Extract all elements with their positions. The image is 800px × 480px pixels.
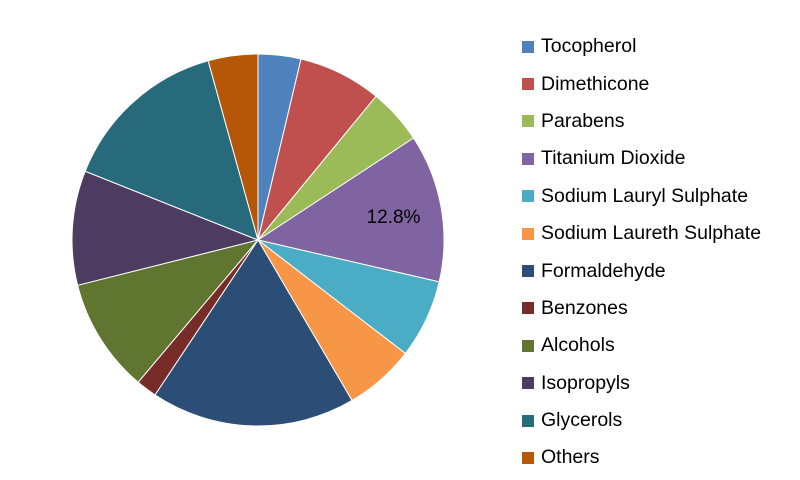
legend-swatch	[522, 115, 534, 128]
legend-item-glycerols: Glycerols	[522, 402, 761, 439]
legend-item-dimethicone: Dimethicone	[522, 65, 761, 102]
legend-swatch	[522, 227, 534, 240]
legend-label: Isopropyls	[541, 371, 630, 394]
legend-label: Formaldehyde	[541, 259, 666, 282]
legend-item-parabens: Parabens	[522, 103, 761, 140]
legend-label: Benzones	[541, 296, 628, 319]
legend-swatch	[522, 377, 534, 390]
legend-label: Sodium Laureth Sulphate	[541, 222, 762, 245]
legend-label: Others	[541, 446, 600, 469]
pie-slices	[71, 53, 445, 427]
legend-label: Tocopherol	[541, 35, 637, 58]
legend-label: Sodium Lauryl Sulphate	[541, 184, 749, 207]
pie-slice-isopropyls	[71, 170, 260, 286]
legend-item-alcohols: Alcohols	[522, 327, 761, 364]
pie-slice-glycerols	[84, 60, 259, 241]
legend-swatch	[522, 152, 534, 165]
legend-swatch	[522, 339, 534, 352]
legend-swatch	[522, 414, 534, 427]
legend-label: Dimethicone	[541, 72, 650, 95]
legend-label: Alcohols	[541, 334, 615, 357]
legend-swatch	[522, 78, 534, 91]
pie-slice-alcohols	[76, 239, 260, 383]
legend-item-benzones: Benzones	[522, 290, 761, 327]
pie-data-labels: 12.8%	[367, 207, 421, 228]
data-label-titanium-dioxide: 12.8%	[367, 207, 421, 228]
pie-slice-others	[207, 53, 259, 241]
legend-swatch	[522, 451, 534, 464]
legend-item-formaldehyde: Formaldehyde	[522, 252, 761, 289]
pie-slice-formaldehyde	[154, 239, 353, 427]
legend-label: Glycerols	[541, 409, 623, 432]
legend-label: Titanium Dioxide	[541, 147, 686, 170]
legend-item-sodium-laureth-sulphate: Sodium Laureth Sulphate	[522, 215, 761, 252]
pie-slice-titanium-dioxide	[256, 137, 445, 283]
legend-item-sodium-lauryl-sulphate: Sodium Lauryl Sulphate	[522, 178, 761, 215]
legend-item-titanium-dioxide: Titanium Dioxide	[522, 140, 761, 177]
legend-item-isopropyls: Isopropyls	[522, 365, 761, 402]
legend-swatch	[522, 190, 534, 203]
chart-legend: Tocopherol Dimethicone Parabens Titanium Di…	[522, 28, 761, 477]
legend-item-others: Others	[522, 439, 761, 476]
legend-item-tocopherol: Tocopherol	[522, 28, 761, 65]
legend-swatch	[522, 302, 534, 315]
legend-swatch	[522, 265, 534, 278]
legend-label: Parabens	[541, 109, 625, 132]
legend-swatch	[522, 40, 534, 53]
